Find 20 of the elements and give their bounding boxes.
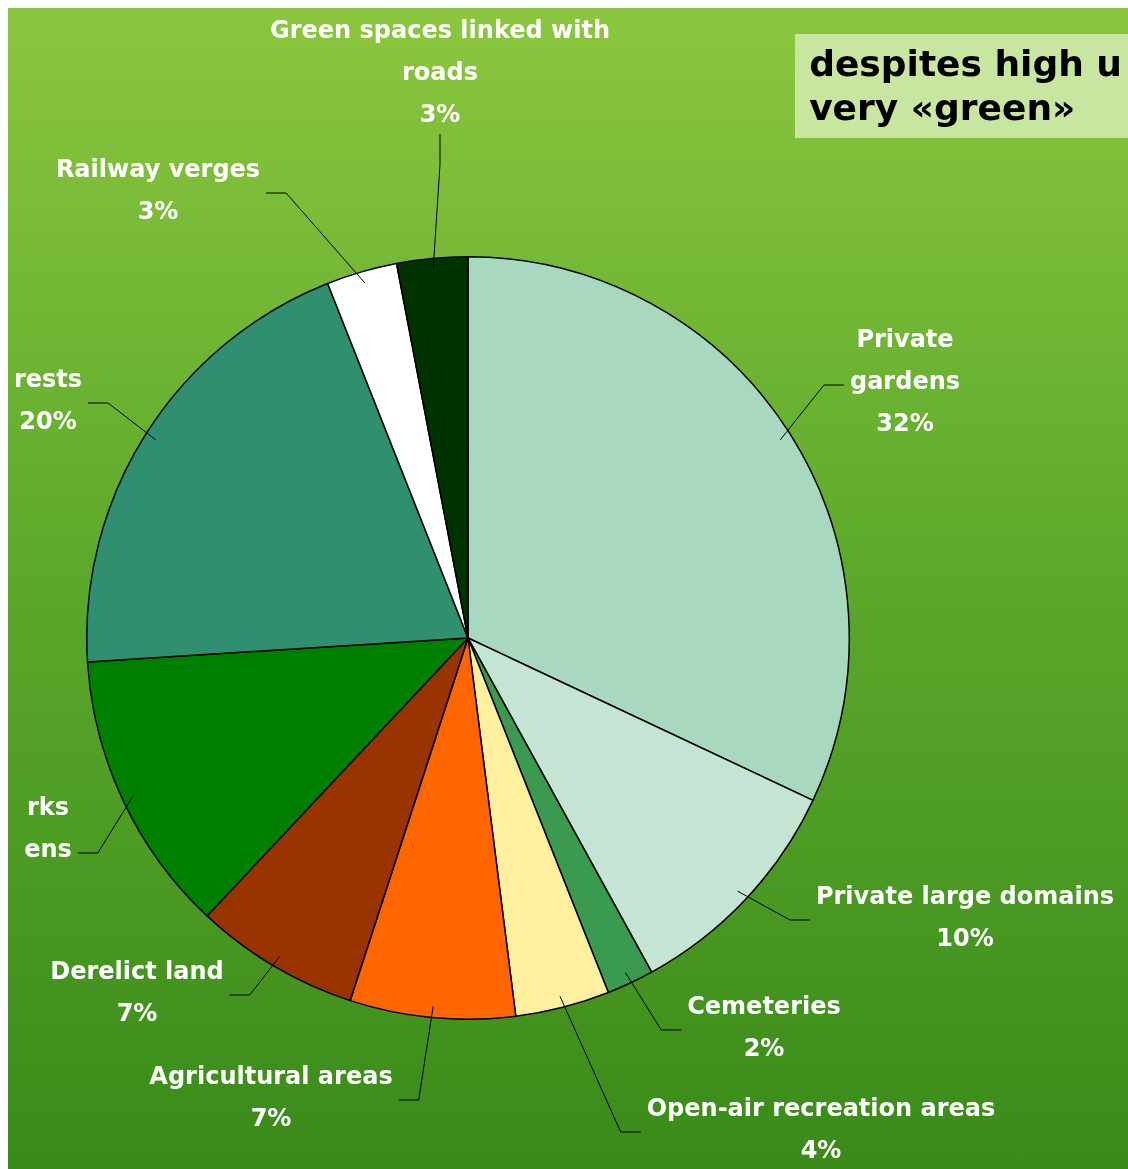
- slice-label: Cemeteries: [687, 992, 841, 1021]
- slice-label: rests: [13, 365, 83, 394]
- data-label: 2%: [743, 1034, 785, 1063]
- data-label: 7%: [116, 999, 158, 1028]
- text: despites high u very «green»: [795, 34, 1128, 138]
- data-label: 3%: [137, 197, 179, 226]
- data-label: 10%: [936, 924, 994, 953]
- slice-label: rks ens: [24, 793, 72, 864]
- slice-label: Private gardens: [849, 325, 961, 396]
- data-label: 32%: [876, 409, 934, 438]
- slice-label: Private large domains: [815, 882, 1115, 911]
- slice-label: Green spaces linked with roads: [270, 16, 610, 87]
- slice-label: Agricultural areas: [149, 1062, 393, 1091]
- data-label: 20%: [19, 407, 77, 436]
- data-label: 7%: [250, 1104, 292, 1133]
- slice-label: Derelict land: [50, 957, 224, 986]
- slice-label: Open-air recreation areas: [646, 1094, 996, 1123]
- data-label: 3%: [419, 100, 461, 129]
- data-label: 4%: [800, 1136, 842, 1165]
- slice-label: Railway verges: [55, 155, 261, 184]
